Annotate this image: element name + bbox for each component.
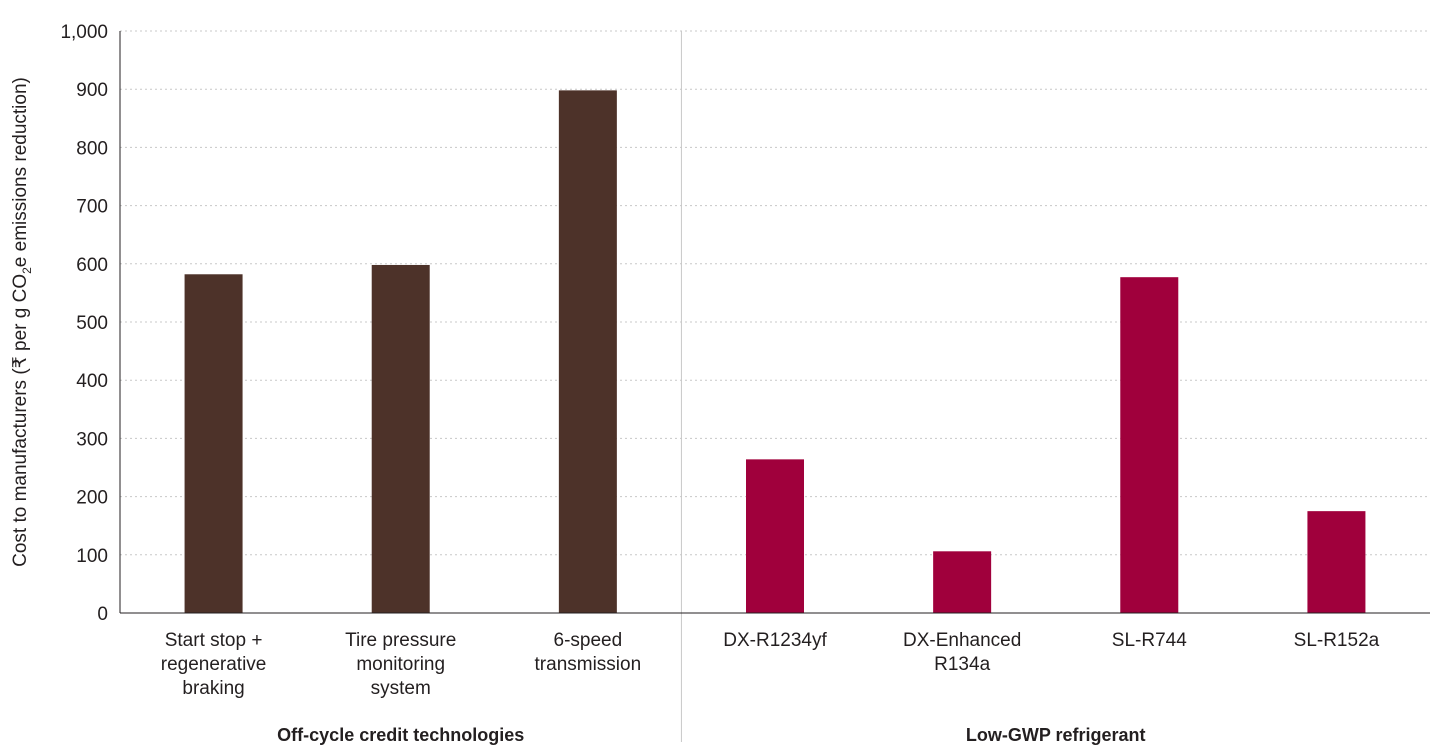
bar bbox=[371, 264, 430, 613]
axes bbox=[119, 31, 1430, 614]
x-category-label: Tire pressure monitoring system bbox=[345, 630, 456, 699]
y-tick-label: 0 bbox=[97, 604, 108, 625]
x-category-label: DX-Enhanced R134a bbox=[903, 630, 1021, 675]
bar bbox=[933, 551, 992, 613]
x-category-label: 6-speed transmission bbox=[535, 630, 642, 675]
y-tick-label: 300 bbox=[76, 429, 108, 450]
group-label: Off-cycle credit technologies bbox=[277, 725, 524, 745]
bar bbox=[746, 459, 804, 613]
x-category-label: SL-R152a bbox=[1294, 630, 1380, 651]
y-axis-label-subscript: 2 bbox=[20, 267, 34, 274]
x-category-label: DX-R1234yf bbox=[723, 630, 827, 651]
group-labels: Off-cycle credit technologies Low-GWP ref… bbox=[277, 725, 1145, 745]
y-axis-label-prefix: Cost to manufacturers (₹ per g CO bbox=[10, 274, 31, 567]
group-label: Low-GWP refrigerant bbox=[966, 725, 1146, 745]
bar bbox=[184, 274, 243, 613]
y-tick-label: 100 bbox=[76, 546, 108, 567]
y-tick-label: 500 bbox=[76, 313, 108, 334]
bars bbox=[184, 90, 1366, 613]
x-category-label: Start stop + regenerative braking bbox=[161, 630, 267, 699]
y-tick-label: 1,000 bbox=[60, 22, 108, 43]
bar bbox=[1120, 277, 1179, 613]
bar bbox=[1307, 511, 1366, 613]
y-tick-label: 200 bbox=[76, 488, 108, 509]
bar bbox=[558, 90, 617, 613]
y-tick-label: 900 bbox=[76, 80, 108, 101]
y-tick-label: 600 bbox=[76, 255, 108, 276]
x-category-label: SL-R744 bbox=[1112, 630, 1187, 651]
y-tick-labels: 0 100 200 300 400 500 600 700 800 900 1,000 bbox=[60, 22, 108, 625]
grid-lines bbox=[120, 30, 1430, 556]
y-axis-label: Cost to manufacturers (₹ per g CO2e emis… bbox=[10, 77, 34, 567]
category-labels: Start stop + regenerative braking Tire pres… bbox=[161, 630, 1380, 699]
y-tick-label: 800 bbox=[76, 138, 108, 159]
y-tick-label: 400 bbox=[76, 371, 108, 392]
y-axis-label-suffix: e emissions reduction) bbox=[10, 77, 31, 267]
y-tick-label: 700 bbox=[76, 197, 108, 218]
